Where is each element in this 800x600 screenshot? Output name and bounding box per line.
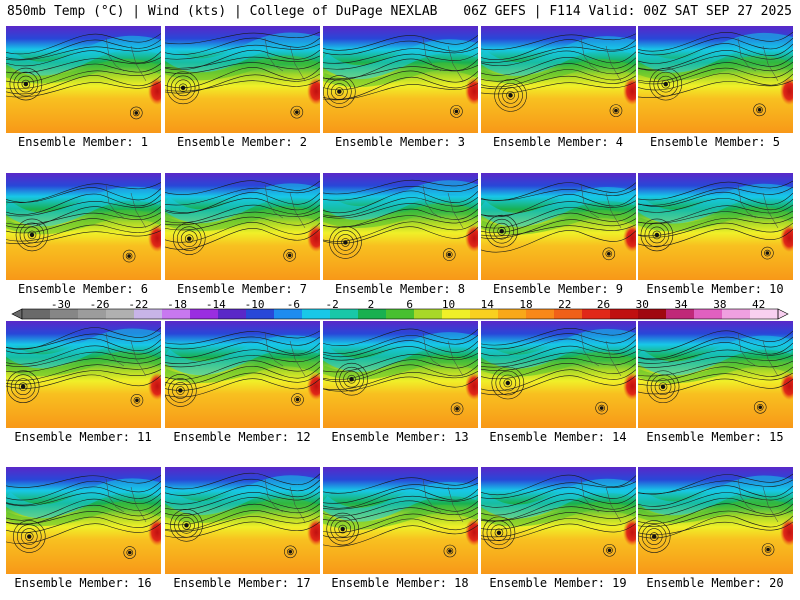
map-panel-2 — [165, 26, 320, 133]
page-title: 850mb Temp (°C) | Wind (kts) | College o… — [7, 4, 438, 19]
panel-label: Ensemble Member: 7 — [176, 282, 308, 296]
colorbar-swatch — [106, 309, 135, 319]
map-panel-6 — [6, 173, 161, 280]
colorbar-swatch — [78, 309, 107, 319]
colorbar-tick-label: 18 — [519, 298, 533, 311]
colorbar-swatch — [470, 309, 499, 319]
colorbar-swatch — [750, 309, 779, 319]
map-panel-8 — [323, 173, 478, 280]
colorbar-swatch — [414, 309, 443, 319]
colorbar-tick-label: 42 — [751, 298, 766, 311]
colorbar-strip — [11, 308, 789, 320]
map-panel-13 — [323, 321, 478, 428]
colorbar-swatch — [246, 309, 275, 319]
colorbar-swatch — [554, 309, 583, 319]
colorbar-tick-label: -18 — [167, 298, 187, 311]
colorbar-swatch — [498, 309, 527, 319]
colorbar-swatch — [50, 309, 79, 319]
run-valid-time: 06Z GEFS | F114 Valid: 00Z SAT SEP 27 20… — [463, 4, 792, 19]
panel-label: Ensemble Member: 4 — [492, 135, 624, 149]
map-panel-3 — [323, 26, 478, 133]
panel-label: Ensemble Member: 12 — [173, 430, 311, 444]
panel-label: Ensemble Member: 2 — [176, 135, 308, 149]
panel-label: Ensemble Member: 13 — [331, 430, 469, 444]
map-panel-10 — [638, 173, 793, 280]
map-panel-7 — [165, 173, 320, 280]
map-panel-16 — [6, 467, 161, 574]
colorbar-swatch — [330, 309, 359, 319]
colorbar-tick-label: -10 — [244, 298, 265, 311]
colorbar-tick-label: 22 — [558, 298, 572, 311]
colorbar-swatch — [638, 309, 667, 319]
map-panel-20 — [638, 467, 793, 574]
colorbar-swatch — [582, 309, 611, 319]
panel-label: Ensemble Member: 10 — [646, 282, 784, 296]
map-panel-17 — [165, 467, 320, 574]
colorbar-min-arrow — [11, 308, 23, 320]
map-panel-5 — [638, 26, 793, 133]
header: 850mb Temp (°C) | Wind (kts) | College o… — [0, 0, 800, 22]
colorbar-swatch — [666, 309, 695, 319]
colorbar-swatch — [218, 309, 247, 319]
map-panel-19 — [481, 467, 636, 574]
colorbar-swatch — [722, 309, 751, 319]
panel-label: Ensemble Member: 15 — [646, 430, 784, 444]
colorbar-tick-label: 6 — [406, 298, 413, 311]
map-panel-14 — [481, 321, 636, 428]
colorbar-swatch — [358, 309, 387, 319]
colorbar-tick-label: 14 — [480, 298, 494, 311]
colorbar-swatch — [134, 309, 163, 319]
map-panel-15 — [638, 321, 793, 428]
colorbar-max-arrow — [777, 308, 789, 320]
colorbar-swatch — [22, 309, 51, 319]
colorbar-tick-label: -22 — [128, 298, 149, 311]
map-panel-9 — [481, 173, 636, 280]
colorbar-swatch — [162, 309, 191, 319]
colorbar-tick-label: 30 — [635, 298, 649, 311]
panel-label: Ensemble Member: 20 — [646, 576, 784, 590]
panel-label: Ensemble Member: 8 — [334, 282, 466, 296]
panel-label: Ensemble Member: 11 — [14, 430, 152, 444]
map-panel-12 — [165, 321, 320, 428]
colorbar-tick-label: 34 — [674, 298, 688, 311]
panel-label: Ensemble Member: 18 — [331, 576, 469, 590]
colorbar-tick-label: -6 — [286, 298, 300, 311]
panel-label: Ensemble Member: 3 — [334, 135, 466, 149]
panel-label: Ensemble Member: 17 — [173, 576, 311, 590]
colorbar-swatch — [302, 309, 331, 319]
panel-label: Ensemble Member: 14 — [489, 430, 627, 444]
colorbar-swatch — [610, 309, 639, 319]
colorbar-tick-label: -30 — [50, 298, 71, 311]
panel-label: Ensemble Member: 5 — [649, 135, 781, 149]
map-panel-11 — [6, 321, 161, 428]
map-panel-1 — [6, 26, 161, 133]
panel-label: Ensemble Member: 16 — [14, 576, 152, 590]
colorbar-tick-label: 2 — [367, 298, 375, 311]
colorbar-tick-label: -26 — [89, 298, 110, 311]
panel-label: Ensemble Member: 6 — [17, 282, 149, 296]
colorbar-swatch — [442, 309, 471, 319]
map-panel-18 — [323, 467, 478, 574]
colorbar-tick-label: 26 — [596, 298, 611, 311]
colorbar-swatch — [386, 309, 415, 319]
panel-label: Ensemble Member: 1 — [17, 135, 149, 149]
colorbar-swatch — [526, 309, 555, 319]
colorbar-swatch — [190, 309, 219, 319]
colorbar-swatch — [694, 309, 723, 319]
colorbar-tick-label: 10 — [441, 298, 456, 311]
colorbar-tick-label: -2 — [325, 298, 339, 311]
colorbar-tick-label: 38 — [713, 298, 727, 311]
panel-label: Ensemble Member: 19 — [489, 576, 627, 590]
colorbar-swatch — [274, 309, 303, 319]
panel-label: Ensemble Member: 9 — [492, 282, 624, 296]
colorbar-tick-label: -14 — [205, 298, 226, 311]
map-panel-4 — [481, 26, 636, 133]
